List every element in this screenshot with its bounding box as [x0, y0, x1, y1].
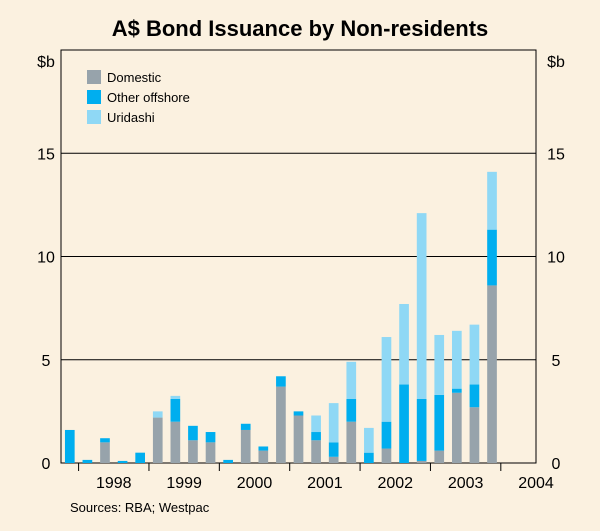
bar-domestic-10 [240, 429, 251, 463]
bar-domestic-6 [170, 421, 181, 463]
y-axis-label-right: $b [547, 54, 565, 71]
legend: Domestic Other offshore Uridashi [87, 70, 190, 125]
y-tick-left-10: 10 [37, 250, 55, 267]
chart-title: A$ Bond Issuance by Non-residents [112, 16, 489, 41]
bar-uridashi-5 [152, 411, 163, 418]
x-tick-label-1998: 1998 [96, 475, 132, 492]
x-tick-label-2002: 2002 [377, 475, 413, 492]
bar-other-offshore-9 [223, 459, 233, 463]
bar-other-offshore-2 [100, 438, 110, 443]
bar-uridashi-20 [416, 213, 427, 399]
bar-domestic-11 [258, 450, 269, 463]
bar-other-offshore-12 [276, 376, 286, 387]
bar-domestic-15 [328, 456, 339, 463]
bar-uridashi-24 [487, 171, 497, 230]
bar-other-offshore-20 [416, 398, 427, 461]
x-tick-label-2004: 2004 [518, 475, 554, 492]
y-tick-right-5: 5 [552, 353, 561, 370]
bar-other-offshore-6 [170, 398, 181, 422]
bar-uridashi-6 [170, 395, 181, 399]
bar-other-offshore-0 [64, 429, 75, 463]
bar-domestic-2 [100, 442, 110, 463]
x-tick-label-1999: 1999 [166, 475, 202, 492]
bar-domestic-7 [188, 440, 198, 463]
bar-other-offshore-21 [434, 394, 445, 451]
grid [61, 152, 536, 361]
bar-domestic-18 [381, 448, 392, 463]
y-tick-right-15: 15 [547, 146, 565, 163]
legend-swatch-1 [87, 90, 101, 104]
bar-other-offshore-1 [82, 459, 93, 463]
bar-other-offshore-3 [117, 460, 128, 463]
x-tick-label-2001: 2001 [307, 475, 343, 492]
bar-uridashi-18 [381, 337, 392, 422]
bars [64, 171, 497, 463]
x-tick-label-2003: 2003 [448, 475, 484, 492]
bar-other-offshore-24 [487, 229, 497, 286]
bar-uridashi-19 [399, 303, 409, 385]
y-tick-right-10: 10 [547, 250, 565, 267]
bar-other-offshore-15 [328, 442, 339, 457]
y-tick-left-15: 15 [37, 146, 55, 163]
bar-domestic-14 [311, 440, 321, 463]
bar-other-offshore-17 [364, 452, 374, 463]
bar-uridashi-16 [346, 361, 357, 399]
legend-swatch-2 [87, 110, 101, 124]
bar-domestic-16 [346, 421, 357, 463]
legend-label-0: Domestic [107, 70, 162, 85]
y-axis-label-left: $b [37, 54, 55, 71]
source-note: Sources: RBA; Westpac [70, 500, 210, 515]
legend-swatch-0 [87, 70, 101, 84]
bar-other-offshore-13 [293, 411, 304, 416]
axis-ticks: 0 0 5 5 10 10 15 15 1998 1999 2000 2001 2002 2003 2004 [37, 146, 565, 492]
bar-domestic-13 [293, 415, 304, 463]
bar-other-offshore-19 [399, 384, 409, 463]
bar-domestic-22 [451, 392, 462, 463]
x-tick-label-2000: 2000 [237, 475, 273, 492]
bar-uridashi-22 [451, 330, 462, 389]
bar-other-offshore-10 [240, 423, 251, 430]
bar-other-offshore-23 [469, 384, 480, 408]
bar-other-offshore-22 [451, 388, 462, 393]
bar-other-offshore-16 [346, 398, 357, 422]
bar-domestic-23 [469, 407, 480, 463]
y-tick-left-5: 5 [42, 353, 51, 370]
legend-label-2: Uridashi [107, 110, 155, 125]
legend-label-1: Other offshore [107, 90, 190, 105]
bar-uridashi-14 [311, 415, 321, 433]
bar-domestic-24 [487, 285, 497, 463]
y-tick-left-0: 0 [42, 456, 51, 473]
bar-domestic-12 [276, 386, 286, 463]
bar-uridashi-23 [469, 324, 480, 385]
y-tick-right-0: 0 [552, 456, 561, 473]
bar-domestic-21 [434, 450, 445, 463]
bar-domestic-20 [416, 460, 427, 463]
bar-uridashi-15 [328, 403, 339, 443]
bar-other-offshore-7 [188, 425, 198, 441]
bar-other-offshore-14 [311, 432, 321, 441]
bar-other-offshore-18 [381, 421, 392, 449]
bar-other-offshore-11 [258, 446, 269, 451]
bar-domestic-8 [205, 442, 216, 463]
bar-uridashi-21 [434, 334, 445, 395]
bar-uridashi-17 [364, 427, 374, 453]
bar-other-offshore-8 [205, 432, 216, 443]
bar-other-offshore-4 [135, 452, 146, 463]
bar-domestic-5 [152, 417, 163, 463]
